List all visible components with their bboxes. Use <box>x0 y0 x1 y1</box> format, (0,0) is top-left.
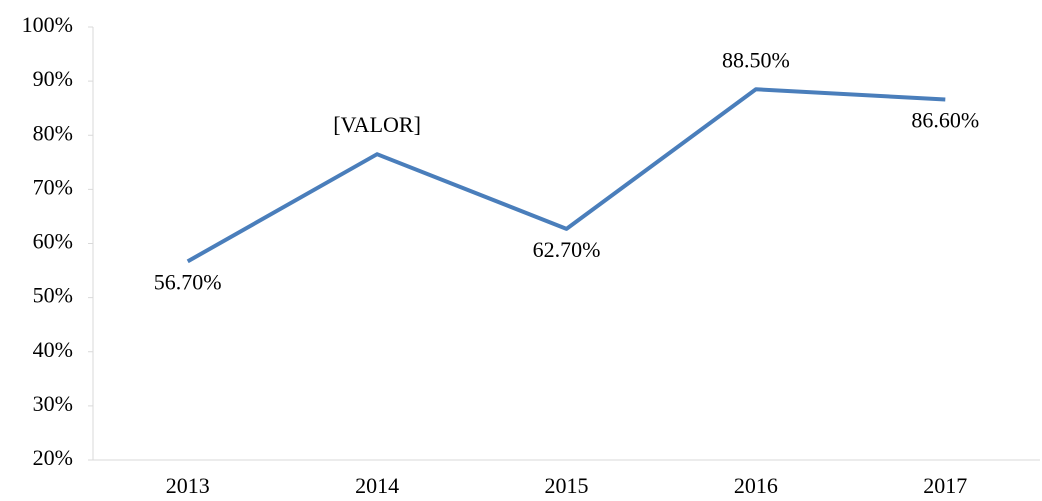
data-label: 86.60% <box>911 108 979 133</box>
data-label: [VALOR] <box>333 112 421 137</box>
data-label: 62.70% <box>533 237 601 262</box>
y-tick-label: 70% <box>33 174 73 199</box>
x-tick-label: 2013 <box>166 473 210 498</box>
y-tick-label: 80% <box>33 120 73 145</box>
data-label: 56.70% <box>154 269 222 294</box>
x-tick-label: 2014 <box>355 473 399 498</box>
y-tick-label: 100% <box>22 12 73 37</box>
y-tick-label: 40% <box>33 337 73 362</box>
y-tick-label: 30% <box>33 391 73 416</box>
x-tick-label: 2017 <box>923 473 967 498</box>
y-tick-label: 50% <box>33 283 73 308</box>
x-tick-label: 2016 <box>734 473 778 498</box>
y-tick-label: 20% <box>33 445 73 470</box>
x-tick-label: 2015 <box>545 473 589 498</box>
y-tick-label: 60% <box>33 229 73 254</box>
y-tick-label: 90% <box>33 66 73 91</box>
line <box>186 87 946 264</box>
data-label: 88.50% <box>722 47 790 72</box>
